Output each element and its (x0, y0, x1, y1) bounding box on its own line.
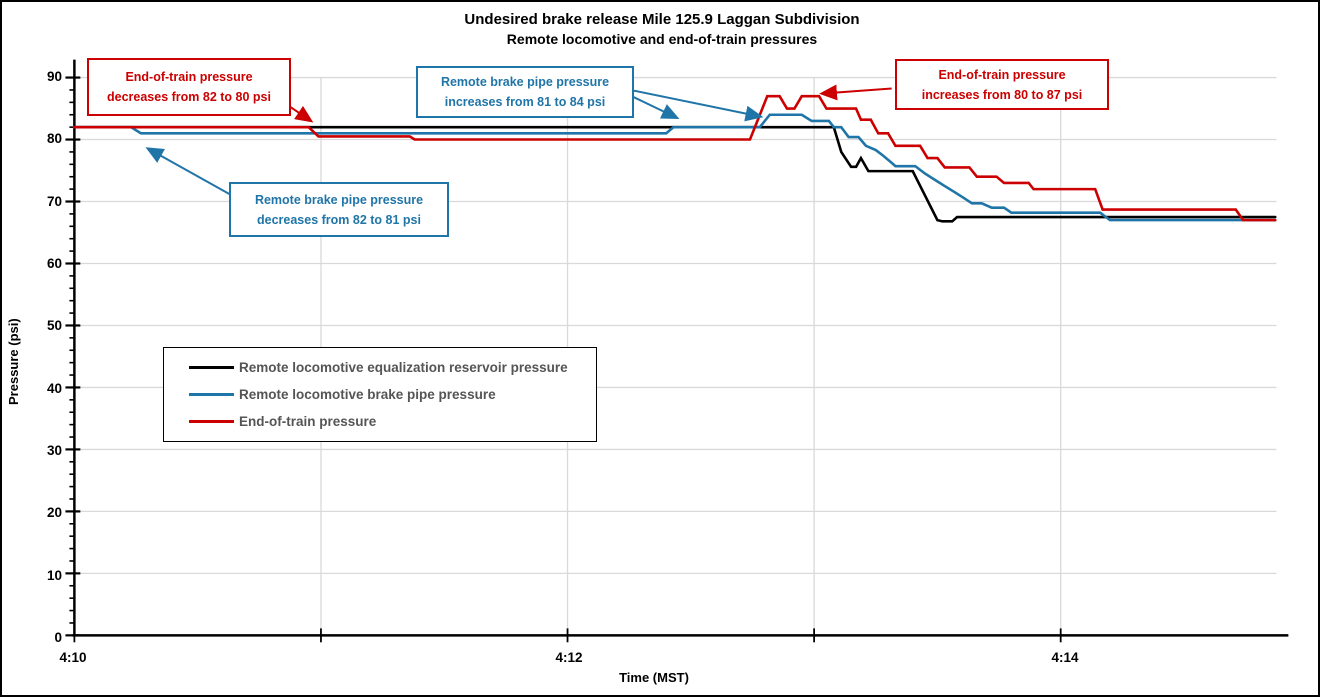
annotation-text: decreases from 82 to 80 psi (107, 90, 271, 104)
legend-item-end-of-train: End-of-train pressure (189, 414, 596, 429)
annotation-text: Remote brake pipe pressure (254, 192, 424, 207)
annotation-arrow (627, 88, 764, 122)
y-tick-label: 30 (46, 443, 62, 458)
y-tick-label: 10 (46, 567, 62, 583)
series-line-remote-locomotive-equalization-reservoir-pressure (73, 125, 1277, 223)
y-tick-label: 50 (46, 318, 62, 334)
y-tick-label: 20 (46, 505, 62, 521)
annotation-arrow (819, 84, 892, 101)
y-tick-label: 0 (54, 630, 62, 645)
x-axis-label: Time (MST) (619, 670, 689, 685)
annotation-eot-increase: End-of-train pressure increases from 80 … (895, 59, 1109, 110)
legend-label: End-of-train pressure (239, 414, 377, 429)
chart-subtitle: Remote locomotive and end-of-train press… (506, 31, 818, 47)
annotation-text: End-of-train pressure (125, 70, 253, 84)
series-line-remote-locomotive-brake-pipe-pressure (73, 113, 1277, 222)
x-tick-label: 4:12 (555, 650, 583, 665)
annotation-arrow (145, 147, 235, 198)
annotation-text: Remote brake pipe pressure (440, 75, 610, 89)
annotation-bp-increase: Remote brake pipe pressure increases fro… (416, 66, 634, 118)
x-tick-label: 4:14 (1051, 650, 1079, 665)
annotation-bp-decrease: Remote brake pipe pressure decreases fro… (229, 182, 449, 237)
legend-swatch-red-line (189, 420, 234, 423)
legend: Remote locomotive equalization reservoir… (163, 347, 597, 442)
y-tick-label: 40 (46, 380, 62, 396)
chart-title: Undesired brake release Mile 125.9 Lagga… (464, 11, 860, 28)
y-axis-label: Pressure (psi) (6, 318, 21, 406)
y-tick-label: 90 (46, 69, 62, 84)
annotation-eot-decrease: End-of-train pressure decreases from 82 … (87, 58, 291, 116)
y-tick-label: 70 (46, 193, 62, 209)
annotation-text: increases from 80 to 87 psi (921, 87, 1083, 102)
y-tick-label: 60 (46, 256, 62, 271)
legend-swatch-blue-line (189, 393, 234, 396)
legend-item-brake-pipe: Remote locomotive brake pipe pressure (189, 387, 596, 402)
legend-label: Remote locomotive equalization reservoir… (239, 360, 568, 375)
legend-item-equalization-reservoir: Remote locomotive equalization reservoir… (189, 360, 596, 375)
x-tick-label: 4:10 (59, 650, 87, 665)
annotation-text: End-of-train pressure (938, 67, 1066, 82)
annotation-text: decreases from 82 to 81 psi (257, 212, 421, 227)
annotation-text: increases from 81 to 84 psi (444, 95, 606, 109)
legend-swatch-black-line (189, 366, 234, 369)
y-tick-label: 80 (46, 131, 62, 147)
annotation-arrow (627, 93, 680, 120)
legend-label: Remote locomotive brake pipe pressure (239, 387, 496, 402)
